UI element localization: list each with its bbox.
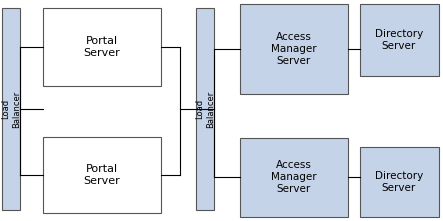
Bar <box>196 8 214 210</box>
Bar <box>240 138 348 217</box>
Text: Portal
Server: Portal Server <box>84 164 120 186</box>
Text: Directory
Server: Directory Server <box>375 29 423 51</box>
Text: Access
Manager
Server: Access Manager Server <box>271 32 317 66</box>
Text: Portal
Server: Portal Server <box>84 36 120 58</box>
Bar <box>43 137 161 213</box>
Text: Directory
Server: Directory Server <box>375 171 423 193</box>
Bar <box>43 8 161 86</box>
Bar <box>360 147 439 217</box>
Bar <box>360 4 439 76</box>
Text: Access
Manager
Server: Access Manager Server <box>271 160 317 194</box>
Bar <box>240 4 348 94</box>
Text: Load
Balancer: Load Balancer <box>1 90 21 128</box>
Text: Load
Balancer: Load Balancer <box>195 90 215 128</box>
Bar <box>2 8 20 210</box>
